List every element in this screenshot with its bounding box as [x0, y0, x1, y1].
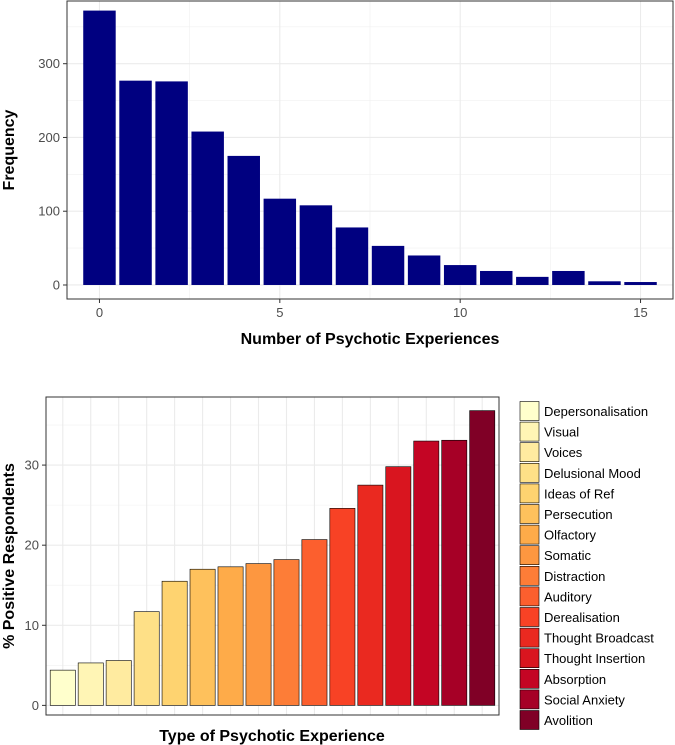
- legend-label: Thought Broadcast: [544, 631, 654, 646]
- y-tick-label: 30: [25, 458, 39, 473]
- legend-key: [519, 483, 540, 504]
- bar: [335, 227, 369, 285]
- y-tick-label: 100: [38, 204, 60, 219]
- legend-key: [519, 668, 540, 689]
- chart2-legend: Depersonalisation Visual Voices Delusional …: [519, 401, 654, 730]
- legend-label: Avolition: [544, 713, 593, 728]
- bar: [49, 669, 76, 706]
- legend-key: [519, 586, 540, 607]
- bar: [357, 484, 384, 706]
- bar: [191, 131, 224, 285]
- chart2-y-axis-title: % Positive Respondents: [1, 463, 18, 649]
- legend-label: Absorption: [544, 672, 606, 687]
- chart1-y-axis: 0 100 200 300: [38, 56, 67, 292]
- bar: [133, 611, 160, 706]
- bar: [441, 439, 468, 706]
- bar: [217, 566, 244, 706]
- bar: [77, 662, 104, 706]
- bar: [299, 205, 333, 285]
- legend-key: [519, 504, 540, 524]
- chart1-x-axis-title: Number of Psychotic Experiences: [241, 331, 500, 348]
- bar: [588, 281, 621, 285]
- legend-label: Voices: [544, 445, 583, 460]
- legend-key: [519, 710, 540, 730]
- bar: [624, 282, 657, 285]
- legend-label: Depersonalisation: [544, 404, 648, 419]
- legend-key: [519, 462, 540, 483]
- bar: [245, 563, 272, 706]
- legend-label: Olfactory: [544, 528, 597, 543]
- y-tick-label: 10: [25, 618, 39, 633]
- legend-key: [519, 648, 540, 669]
- bar: [83, 10, 116, 285]
- y-tick-label: 0: [53, 277, 60, 292]
- bar: [443, 265, 477, 285]
- legend-key: [519, 421, 540, 442]
- chart2-panel-border: [45, 396, 500, 716]
- legend-label: Social Anxiety: [544, 692, 625, 707]
- bar: [385, 466, 412, 706]
- bar: [155, 81, 188, 285]
- x-tick-label: 15: [633, 305, 647, 320]
- chart2-bars: [49, 410, 496, 706]
- legend-label: Auditory: [544, 589, 592, 604]
- bar: [301, 539, 328, 706]
- bar: [227, 155, 260, 285]
- bar: [105, 660, 132, 706]
- bar: [371, 245, 405, 285]
- chart1-y-axis-title: Frequency: [1, 109, 18, 190]
- legend-key: [519, 524, 540, 545]
- y-tick-label: 200: [38, 130, 60, 145]
- chart1-x-axis: 0 5 10 15: [96, 299, 648, 320]
- legend-label: Delusional Mood: [544, 466, 641, 481]
- chart1-panel-border: [66, 0, 674, 300]
- legend-key: [519, 627, 540, 648]
- legend-key: [519, 545, 540, 566]
- legend-label: Distraction: [544, 569, 605, 584]
- positive-respondents-chart: 0 10 20 30 Type of Psychotic Experience % P…: [1, 396, 654, 745]
- bar: [273, 559, 300, 706]
- legend-label: Derealisation: [544, 610, 620, 625]
- x-tick-label: 5: [276, 305, 283, 320]
- x-tick-label: 10: [453, 305, 467, 320]
- bar: [469, 410, 496, 706]
- legend-label: Visual: [544, 425, 579, 440]
- legend-key: [519, 607, 540, 627]
- chart2-y-axis: 0 10 20 30: [25, 458, 46, 713]
- legend-label: Thought Insertion: [544, 651, 645, 666]
- bar: [263, 198, 297, 285]
- bar: [189, 568, 216, 706]
- legend-label: Somatic: [544, 548, 591, 563]
- bar: [552, 270, 585, 285]
- y-tick-label: 300: [38, 56, 60, 71]
- legend-key: [519, 565, 540, 586]
- bar: [161, 580, 188, 706]
- frequency-histogram: 0 5 10 15 0 100 200 300 Number of Psychotic Ex…: [1, 0, 674, 348]
- bar: [516, 276, 549, 285]
- bar: [413, 440, 440, 706]
- x-tick-label: 0: [96, 305, 103, 320]
- legend-key: [519, 689, 540, 710]
- chart1-bars: [83, 10, 657, 285]
- bar: [119, 80, 152, 285]
- legend-key: [519, 442, 540, 463]
- bar: [480, 270, 513, 285]
- legend-key: [519, 401, 540, 421]
- y-tick-label: 0: [32, 698, 39, 713]
- chart2-x-axis-title: Type of Psychotic Experience: [159, 728, 385, 745]
- legend-label: Ideas of Ref: [544, 486, 614, 501]
- bar: [407, 255, 441, 285]
- y-tick-label: 20: [25, 538, 39, 553]
- legend-label: Persecution: [544, 507, 613, 522]
- bar: [329, 508, 356, 706]
